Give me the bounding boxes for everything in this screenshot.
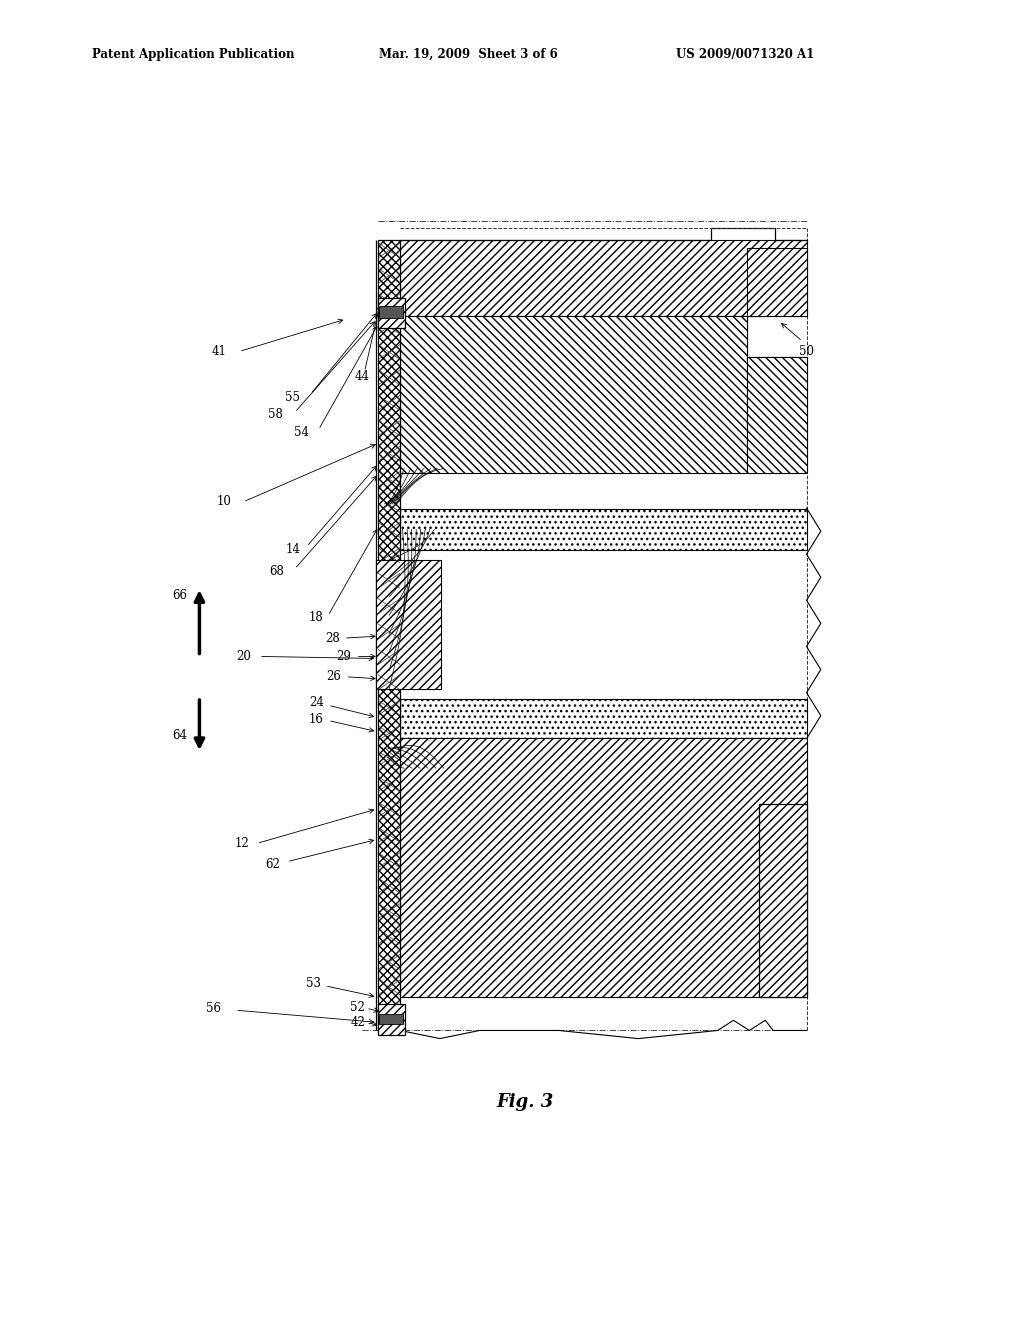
Text: 28: 28 [325, 632, 340, 644]
Polygon shape [746, 356, 807, 474]
Text: 55: 55 [285, 391, 300, 404]
Polygon shape [400, 315, 746, 474]
Text: 50: 50 [799, 345, 814, 358]
Text: 10: 10 [217, 495, 231, 508]
Text: 26: 26 [327, 671, 341, 684]
Bar [376, 560, 441, 689]
Text: Fig. 3: Fig. 3 [497, 1093, 553, 1110]
Text: 24: 24 [309, 696, 324, 709]
Text: 29: 29 [336, 649, 351, 663]
Polygon shape [759, 804, 807, 997]
Text: 44: 44 [354, 371, 370, 383]
Text: US 2009/0071320 A1: US 2009/0071320 A1 [676, 48, 814, 61]
Bar [400, 700, 807, 738]
Bar [378, 240, 400, 1031]
Text: 41: 41 [211, 345, 226, 358]
Polygon shape [400, 240, 807, 315]
Bar [378, 1005, 404, 1035]
Bar [379, 1014, 403, 1024]
Bar [400, 510, 807, 549]
Text: 53: 53 [306, 977, 321, 990]
Bar [378, 297, 404, 329]
Text: 42: 42 [350, 1016, 366, 1028]
Polygon shape [746, 248, 807, 315]
Polygon shape [400, 738, 807, 997]
Text: Mar. 19, 2009  Sheet 3 of 6: Mar. 19, 2009 Sheet 3 of 6 [379, 48, 558, 61]
Text: 18: 18 [309, 611, 324, 624]
Text: 54: 54 [294, 426, 309, 440]
Text: 68: 68 [269, 565, 284, 578]
Text: 66: 66 [172, 589, 187, 602]
Text: 12: 12 [234, 837, 249, 850]
Text: 56: 56 [206, 1002, 221, 1015]
Text: 14: 14 [285, 544, 300, 556]
Bar [379, 306, 403, 318]
Text: 62: 62 [265, 858, 281, 871]
Text: 20: 20 [236, 649, 251, 663]
Text: 64: 64 [172, 729, 187, 742]
Text: Patent Application Publication: Patent Application Publication [92, 48, 295, 61]
Text: 58: 58 [267, 408, 283, 421]
Text: 52: 52 [350, 1001, 366, 1014]
Text: 16: 16 [309, 713, 324, 726]
